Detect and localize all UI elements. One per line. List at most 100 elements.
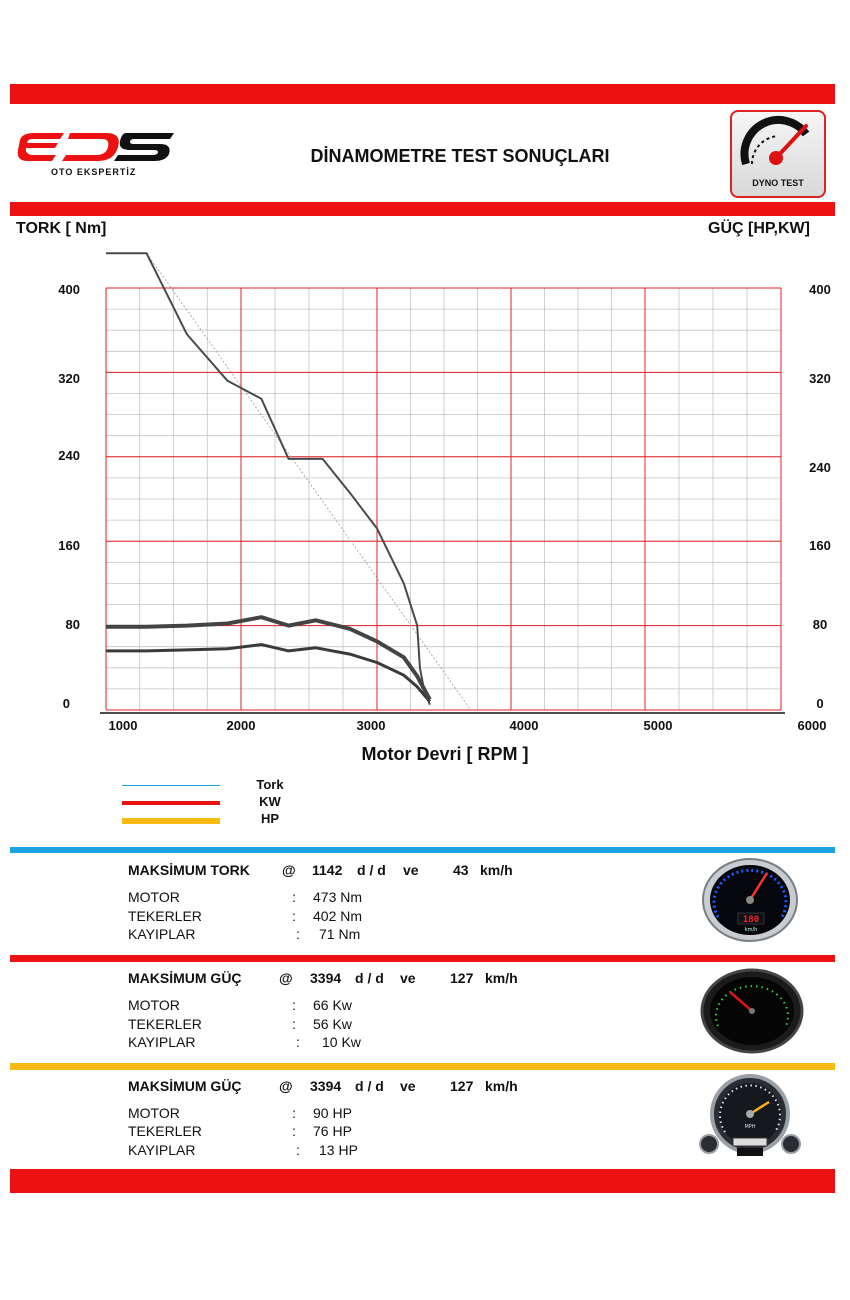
- row-value: 90 HP: [313, 1105, 352, 1121]
- torque-section-bar: [10, 847, 835, 853]
- y-tick-left: 0: [62, 696, 70, 711]
- y-tick-left: 320: [58, 371, 80, 386]
- series-line-tork: [106, 252, 431, 706]
- y-axis-left-title: TORK [ Nm]: [16, 220, 107, 237]
- speedometer-gauge-icon: 180 km/h: [702, 858, 798, 942]
- dyno-test-badge: DYNO TEST: [730, 110, 826, 198]
- at-sign: @: [279, 1078, 293, 1094]
- section-title: MAKSİMUM GÜÇ: [128, 1078, 242, 1094]
- legend-hp-label: HP: [260, 811, 280, 826]
- kw-section-bar: [10, 955, 835, 962]
- row-value: 13 HP: [319, 1142, 358, 1158]
- row-label: KAYIPLAR: [128, 1142, 196, 1158]
- row-label: TEKERLER: [128, 1016, 202, 1032]
- speed-value: 127: [450, 970, 474, 986]
- tachometer-gauge-icon: [700, 968, 804, 1054]
- rpm-value: 3394: [310, 1078, 342, 1094]
- x-tick: 3000: [356, 718, 386, 733]
- section-title: MAKSİMUM TORK: [128, 862, 250, 878]
- row-label: TEKERLER: [128, 908, 202, 924]
- speed-unit: km/h: [485, 970, 518, 986]
- bottom-red-bar: [10, 1169, 835, 1193]
- row-value: 10 Kw: [322, 1034, 361, 1050]
- y-tick-left: 400: [58, 282, 80, 297]
- row-colon: :: [296, 1034, 300, 1050]
- rpm-unit: d / d: [357, 862, 386, 878]
- legend-kw-label: KW: [259, 794, 281, 809]
- y-tick-right: 160: [809, 538, 831, 553]
- x-tick: 1000: [108, 718, 138, 733]
- row-colon: :: [296, 926, 300, 942]
- speed-unit: km/h: [485, 1078, 518, 1094]
- section-title: MAKSİMUM GÜÇ: [128, 970, 242, 986]
- eds-logo: OTO EKSPERTİZ: [14, 130, 174, 180]
- rpm-unit: d / d: [355, 970, 384, 986]
- ve-text: ve: [403, 862, 419, 878]
- y-tick-right: 240: [809, 460, 831, 475]
- speedometer-unit: km/h: [745, 927, 758, 933]
- row-colon: :: [292, 1016, 296, 1032]
- top-red-bar: [10, 84, 835, 104]
- series-line-hp: [106, 615, 432, 701]
- at-sign: @: [282, 862, 296, 878]
- row-value: 66 Kw: [313, 997, 352, 1013]
- y-tick-left: 240: [58, 448, 80, 463]
- y-axis-right-title: GÜÇ [HP,KW]: [708, 220, 810, 237]
- speedometer-icon: [740, 116, 810, 166]
- row-label: TEKERLER: [128, 1123, 202, 1139]
- speed-value: 43: [453, 862, 469, 878]
- row-value: 473 Nm: [313, 889, 363, 905]
- row-colon: :: [292, 889, 296, 905]
- row-colon: :: [292, 908, 296, 924]
- legend-hp-line: [122, 818, 220, 824]
- x-axis-title: Motor Devri [ RPM ]: [361, 744, 529, 764]
- header-bottom-red-bar: [10, 202, 835, 216]
- hp-section-bar: [10, 1063, 835, 1070]
- logo-subtitle: OTO EKSPERTİZ: [51, 167, 137, 177]
- series-line-kw: [106, 643, 431, 703]
- mph-label: MPH: [744, 1124, 755, 1130]
- y-tick-right: 0: [816, 696, 824, 711]
- torque-guide-line: [146, 252, 472, 711]
- row-colon: :: [296, 1142, 300, 1158]
- legend-tork-line: [122, 785, 220, 786]
- x-tick: 2000: [226, 718, 256, 733]
- rpm-value: 3394: [310, 970, 342, 986]
- speed-unit: km/h: [480, 862, 513, 878]
- row-label: MOTOR: [128, 1105, 180, 1121]
- row-value: 402 Nm: [313, 908, 363, 924]
- row-label: MOTOR: [128, 997, 180, 1013]
- page-title: DİNAMOMETRE TEST SONUÇLARI: [310, 146, 610, 166]
- dyno-test-label: DYNO TEST: [752, 178, 804, 188]
- max-torque-section: MAKSİMUM TORK @ 1142 d / d ve 43 km/h MO…: [128, 860, 648, 950]
- x-tick: 5000: [643, 718, 673, 733]
- row-colon: :: [292, 1105, 296, 1121]
- at-sign: @: [279, 970, 293, 986]
- row-value: 76 HP: [313, 1123, 352, 1139]
- row-colon: :: [292, 997, 296, 1013]
- y-tick-right: 80: [812, 617, 828, 632]
- row-label: KAYIPLAR: [128, 926, 196, 942]
- row-value: 56 Kw: [313, 1016, 352, 1032]
- y-tick-left: 160: [58, 538, 80, 553]
- y-tick-left: 80: [65, 617, 80, 632]
- speed-value: 127: [450, 1078, 474, 1094]
- ve-text: ve: [400, 970, 416, 986]
- rpm-value: 1142: [312, 862, 343, 878]
- legend-kw-line: [122, 801, 220, 805]
- eds-logo-mark: [17, 133, 174, 161]
- row-value: 71 Nm: [319, 926, 361, 942]
- row-colon: :: [292, 1123, 296, 1139]
- x-tick: 4000: [509, 718, 539, 733]
- ve-text: ve: [400, 1078, 416, 1094]
- row-label: KAYIPLAR: [128, 1034, 196, 1050]
- row-label: MOTOR: [128, 889, 180, 905]
- speedometer-display: 180: [743, 915, 759, 925]
- rpm-unit: d / d: [355, 1078, 384, 1094]
- max-power-kw-section: MAKSİMUM GÜÇ @ 3394 d / d ve 127 km/h MO…: [128, 968, 648, 1058]
- y-tick-right: 400: [809, 282, 831, 297]
- y-tick-right: 320: [809, 371, 831, 386]
- dyno-chart: [100, 252, 785, 714]
- mph-gauge-icon: MPH: [699, 1074, 801, 1156]
- x-tick: 6000: [797, 718, 827, 733]
